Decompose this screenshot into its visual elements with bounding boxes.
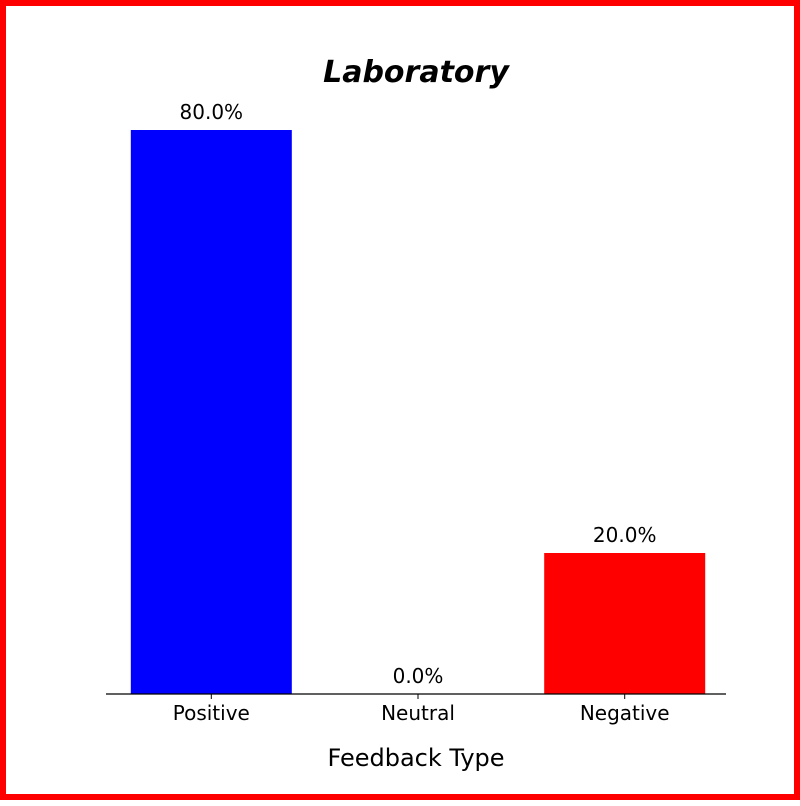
x-axis-label: Feedback Type bbox=[327, 744, 504, 772]
chart-title: Laboratory bbox=[323, 55, 510, 90]
bar-positive bbox=[130, 130, 292, 694]
x-tick-label-neutral: Neutral bbox=[381, 701, 455, 725]
bars-group bbox=[130, 130, 706, 694]
bar-negative bbox=[544, 553, 706, 694]
value-label-positive: 80.0% bbox=[180, 100, 244, 124]
value-label-negative: 20.0% bbox=[593, 523, 657, 547]
x-ticks-group: Positive Neutral Negative bbox=[173, 694, 670, 725]
value-label-neutral: 0.0% bbox=[393, 664, 444, 688]
x-tick-label-positive: Positive bbox=[173, 701, 250, 725]
x-tick-label-negative: Negative bbox=[580, 701, 670, 725]
value-labels-group: 80.0% 0.0% 20.0% bbox=[180, 100, 657, 688]
bar-chart: Laboratory 80.0% 0.0% 20.0% Positive Neutra… bbox=[106, 55, 726, 772]
